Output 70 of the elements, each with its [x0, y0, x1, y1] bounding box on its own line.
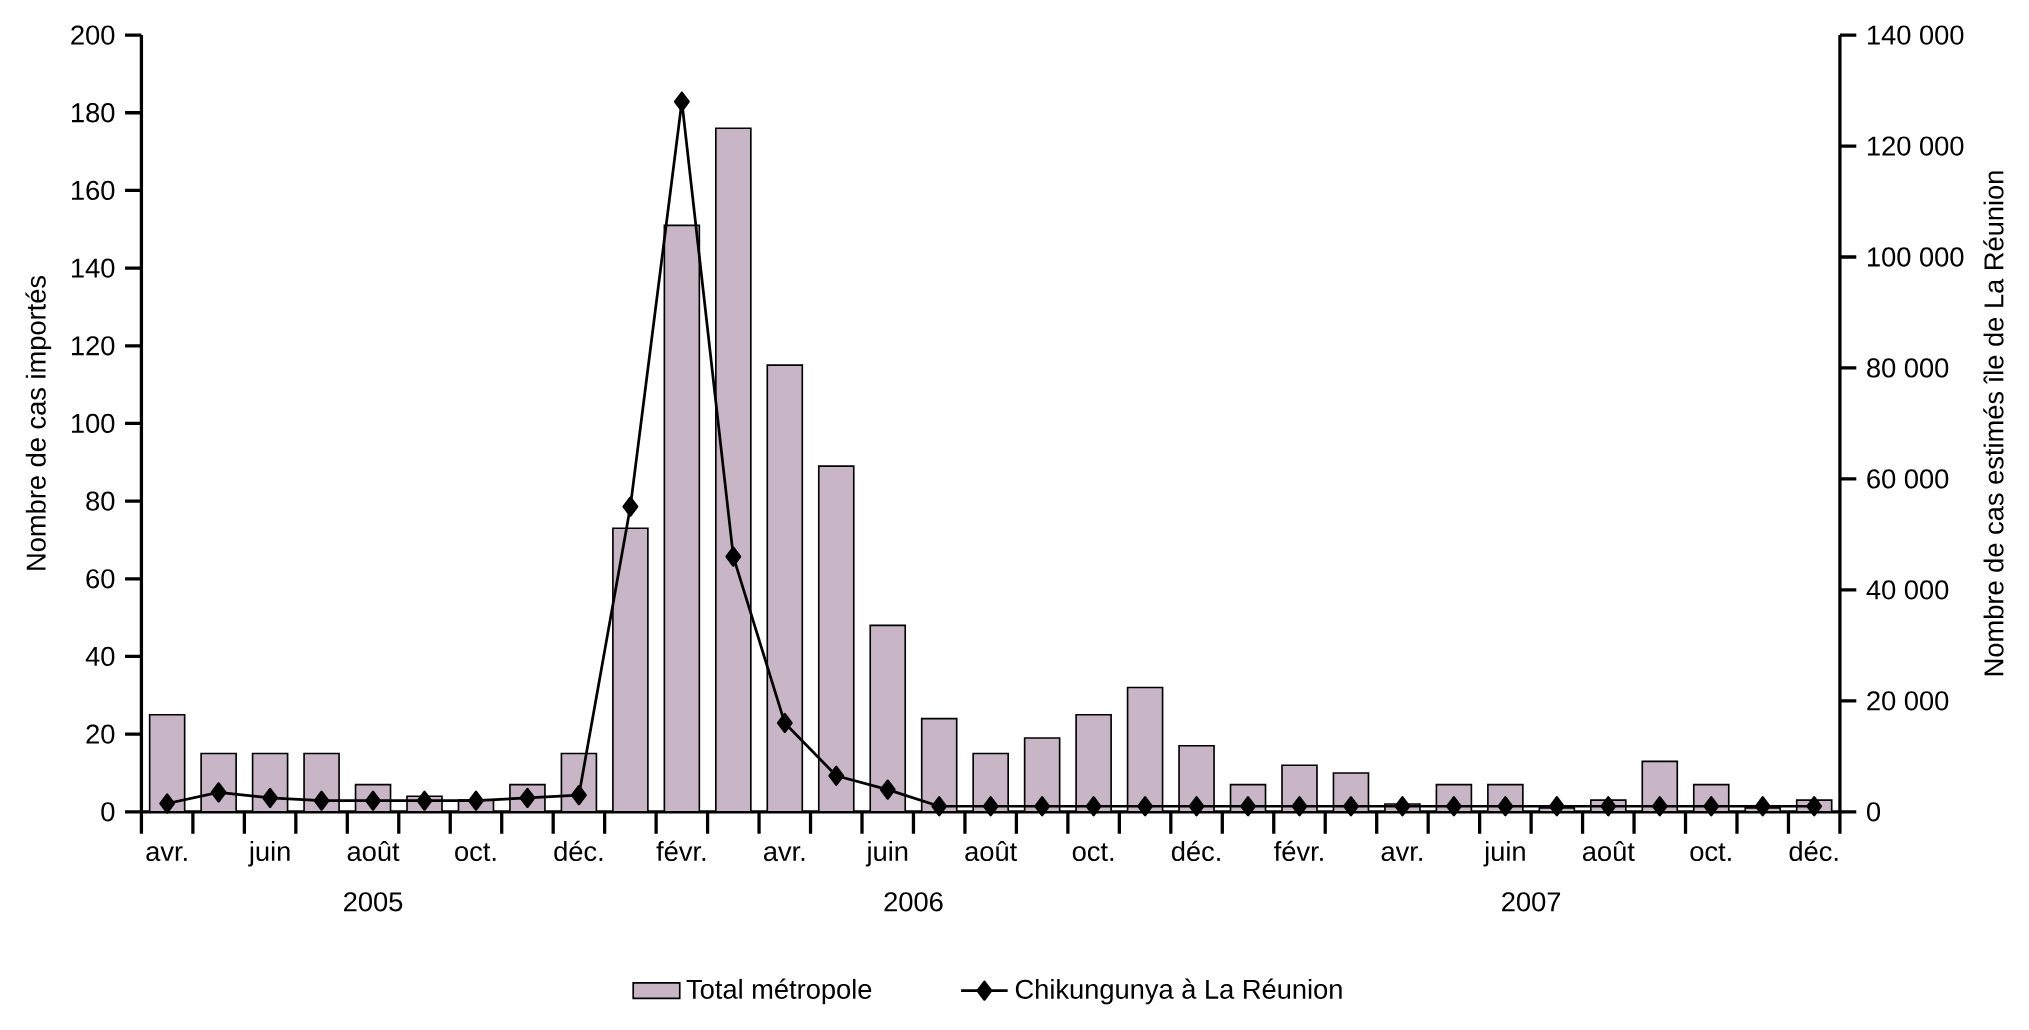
y-tick-label: 200	[71, 25, 115, 45]
point	[1034, 796, 1051, 817]
legend-label: Chikungunya à La Réunion	[1015, 978, 1342, 1005]
point	[1754, 796, 1771, 817]
point	[1394, 796, 1411, 817]
y-tick-label: 80	[86, 491, 115, 511]
y-axis-title: Nombre de cas importés	[25, 275, 52, 570]
point	[1600, 796, 1617, 817]
x-tick-label: déc.	[1171, 840, 1220, 862]
y-tick-label: 0	[101, 802, 115, 822]
y2-tick-label: 80 000	[1867, 358, 1949, 378]
point	[1137, 796, 1153, 817]
point	[210, 782, 227, 803]
point	[468, 790, 484, 811]
y2-tick-label: 40 000	[1866, 580, 1949, 600]
y2-tick-label: 100 000	[1868, 247, 1964, 267]
y-tick-label: 100	[72, 413, 115, 434]
x-tick-label: juin	[1483, 841, 1525, 867]
x-tick-label: juin	[248, 841, 290, 867]
x-tick-label: avr.	[146, 846, 187, 862]
x-tick-label: déc.	[1789, 840, 1838, 862]
point	[262, 787, 279, 809]
point	[159, 793, 176, 814]
x-tick-label: août	[1582, 840, 1635, 862]
point	[879, 779, 896, 800]
point	[1548, 796, 1565, 817]
point	[1188, 796, 1205, 817]
point	[416, 790, 433, 811]
x-tick-label: juin	[865, 841, 908, 867]
text: 2005	[344, 892, 403, 912]
point	[313, 790, 330, 811]
y2-tick-label: 60 000	[1867, 469, 1949, 489]
y2-tick-label: 140 000	[1868, 25, 1964, 45]
x-tick-label: oct.	[1690, 843, 1731, 862]
x-tick-label: déc.	[554, 840, 603, 862]
point	[725, 546, 742, 567]
y2-tick-label: 0	[1867, 802, 1881, 822]
x-tick-label: oct.	[455, 843, 496, 862]
point	[931, 796, 948, 817]
point	[776, 712, 793, 734]
y-tick-label: 160	[72, 180, 115, 201]
point	[1806, 796, 1823, 817]
y2-tick-label: 120 000	[1868, 136, 1964, 156]
y-tick-label: 60	[86, 569, 115, 589]
y2-tick-label: 20 000	[1867, 691, 1949, 711]
x-tick-label: avr.	[1381, 846, 1422, 862]
x-tick-label: oct.	[1072, 843, 1114, 862]
x-tick-label: août	[347, 840, 400, 862]
point	[828, 765, 845, 786]
point	[673, 91, 690, 112]
legend-label: Total métropole	[686, 978, 872, 1005]
point	[1085, 796, 1102, 817]
y-tick-label: 140	[72, 258, 115, 278]
y-tick-label: 20	[86, 724, 115, 744]
x-tick-label: août	[965, 840, 1018, 862]
text: 2006	[884, 892, 943, 912]
x-tick-label: févr.	[1274, 840, 1323, 862]
point	[1291, 796, 1308, 817]
x-tick-label: févr.	[656, 840, 706, 862]
y-tick-label: 120	[72, 336, 115, 356]
y-tick-label: 40	[85, 646, 115, 667]
x-tick-label: avr.	[763, 846, 805, 862]
text: 2007	[1502, 892, 1561, 912]
y2-axis-title: Nombre de cas estimés île de La Réunion	[1983, 171, 2004, 676]
y-tick-label: 180	[72, 103, 115, 123]
point	[1343, 796, 1359, 817]
point	[1651, 796, 1668, 817]
point	[982, 796, 999, 817]
point	[571, 785, 587, 806]
point	[622, 496, 639, 517]
